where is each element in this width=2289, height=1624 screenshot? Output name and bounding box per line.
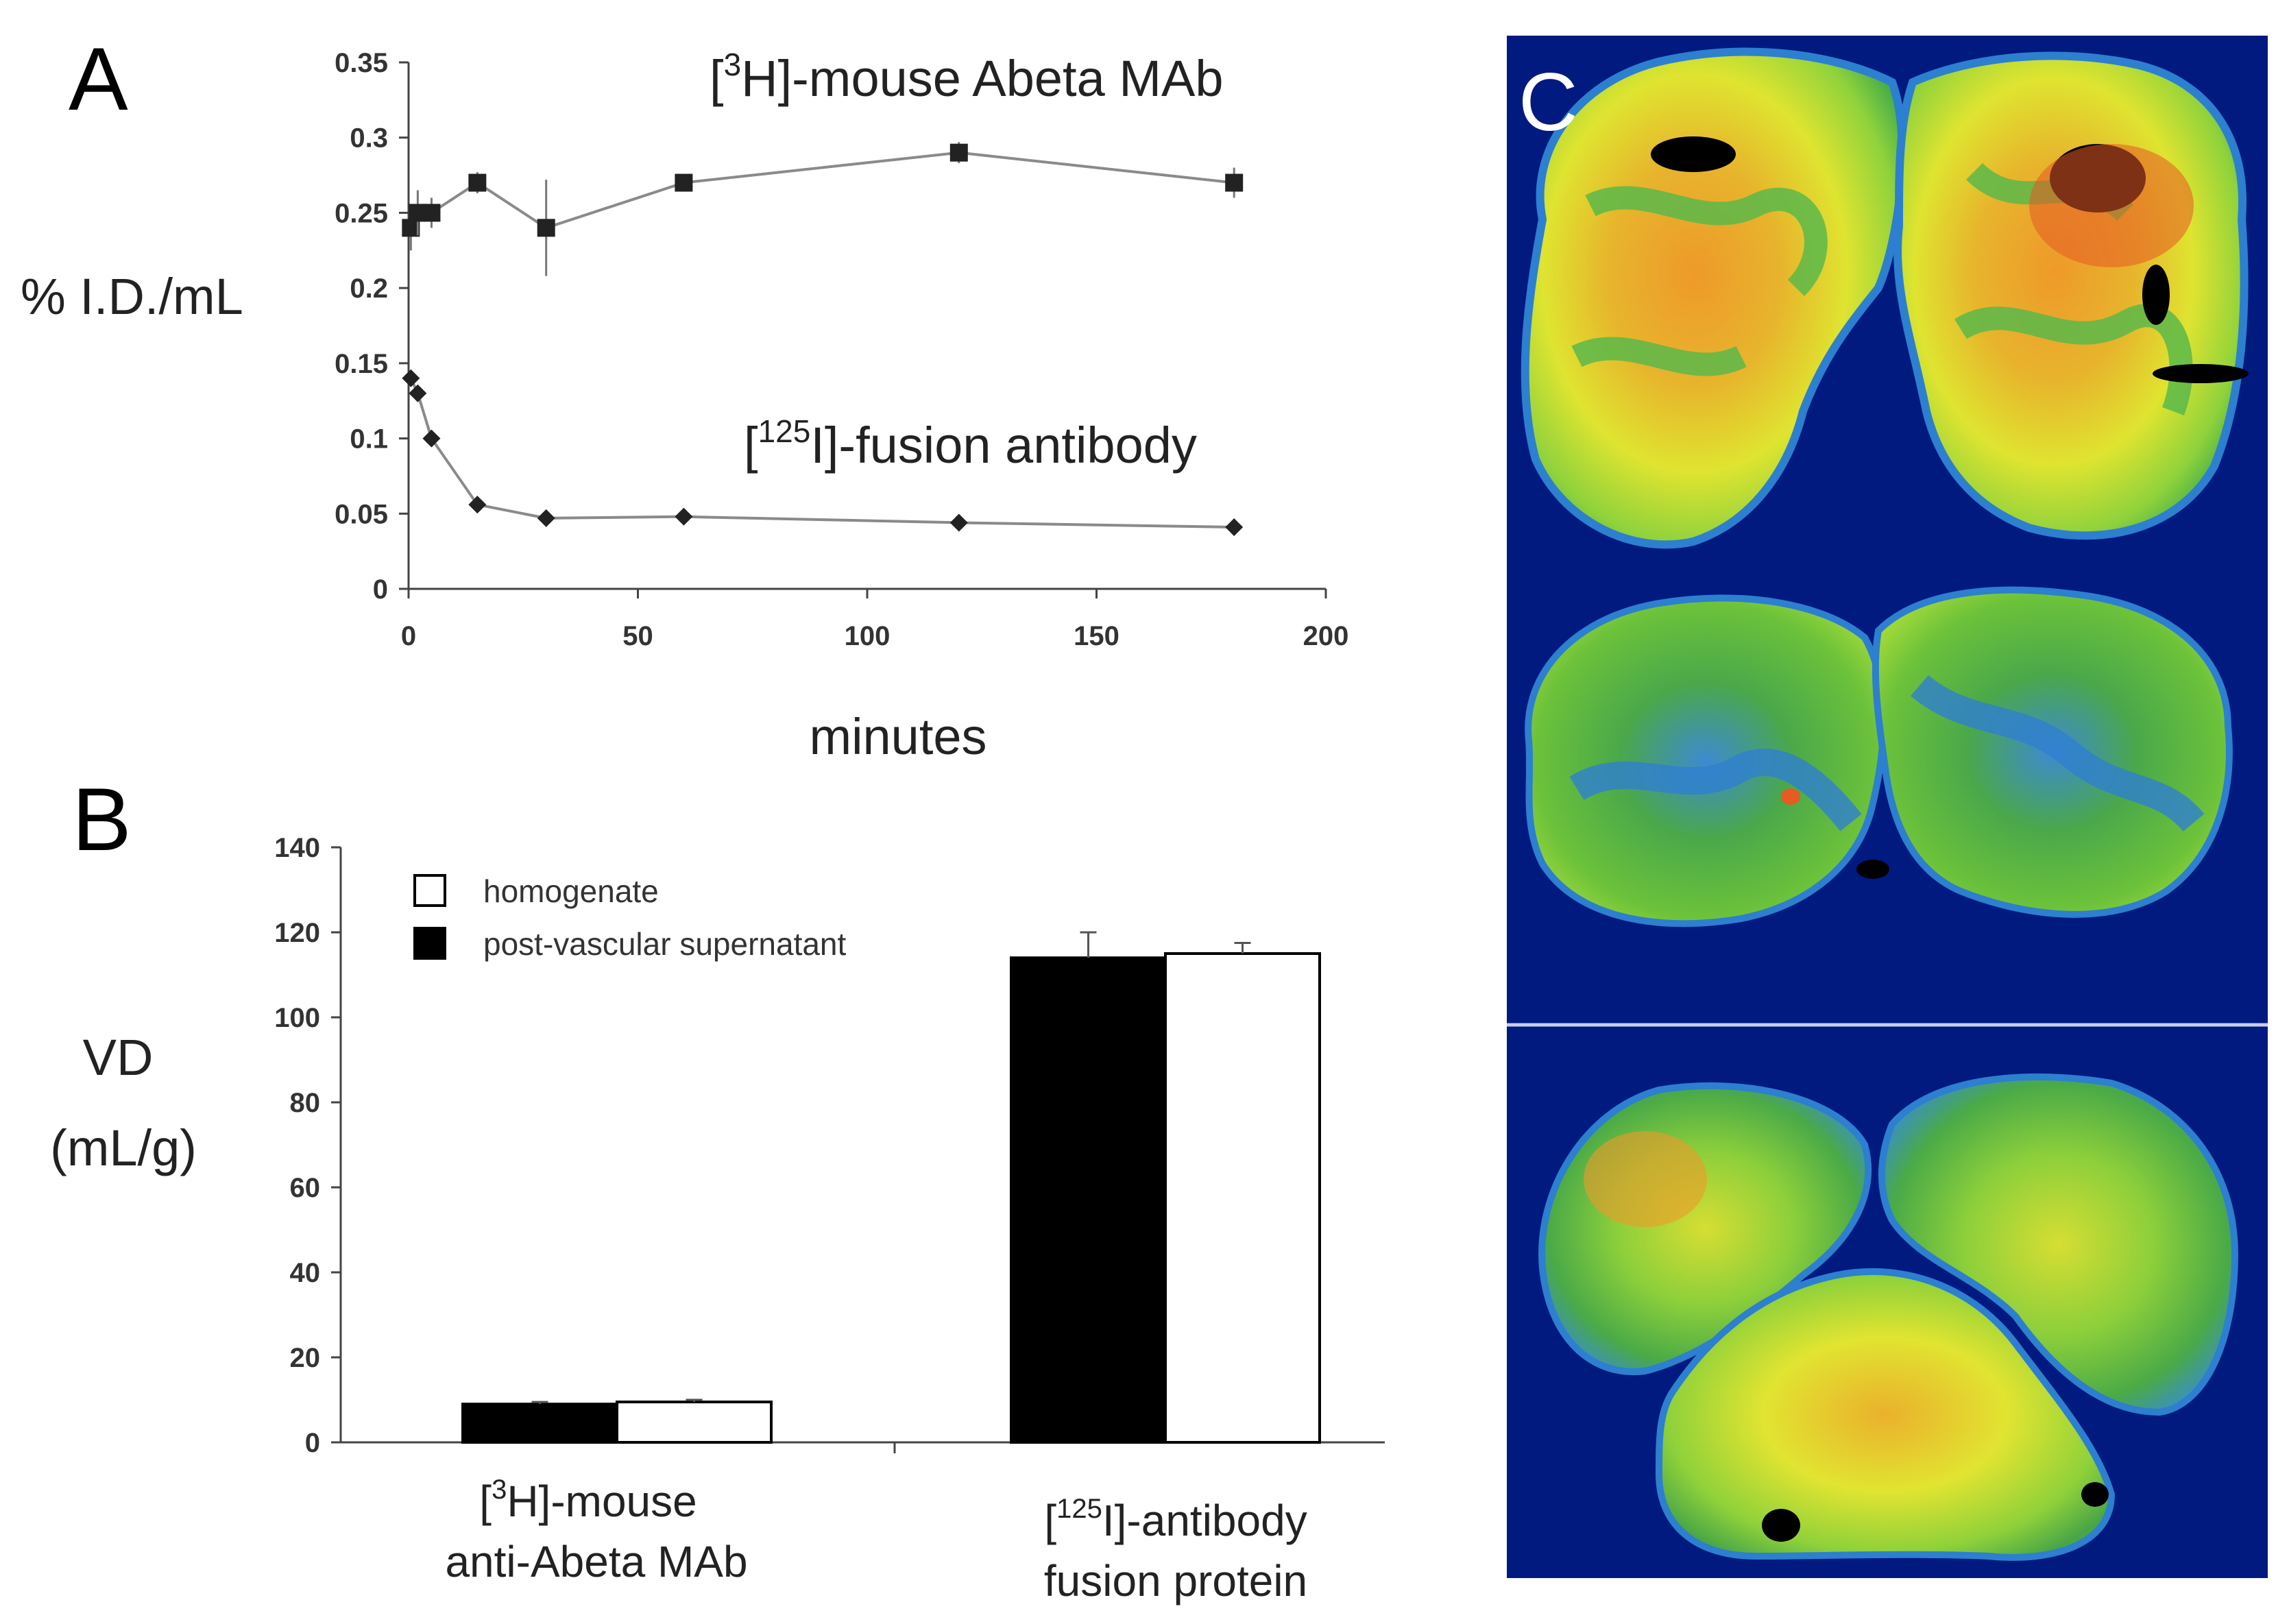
middle-blue-white-matter <box>1569 675 2205 832</box>
panel-c-letter: C <box>1518 56 1578 148</box>
data-point <box>1225 518 1244 537</box>
x-tick-label: 50 <box>622 621 653 651</box>
panel-a: A 0 0.05 0.1 0.15 0.2 0.25 0.3 0.35 0 50 100 150 20… <box>21 29 1348 765</box>
panel-b-letter: B <box>72 769 132 869</box>
data-point <box>468 173 487 192</box>
y-tick-label: 0 <box>305 1428 320 1458</box>
panel-a-letter: A <box>69 29 128 129</box>
x-tick-label: 150 <box>1074 621 1119 651</box>
x-tick-label: 100 <box>845 621 891 651</box>
bar <box>461 1403 618 1444</box>
panel-a-series <box>402 142 1244 537</box>
label-part: H]-mouse <box>507 1477 697 1526</box>
label-part: I]-antibody <box>1102 1496 1307 1545</box>
y-tick-label: 0.25 <box>335 198 388 228</box>
series-label-mouse-abeta-mab: [3H]-mouse Abeta MAb <box>710 47 1223 107</box>
data-point <box>422 204 441 222</box>
y-tick-label: 60 <box>290 1173 321 1203</box>
x-tick-label: 0 <box>401 621 416 651</box>
label-superscript: 125 <box>1056 1494 1102 1524</box>
top-black-spot-left <box>1651 136 1736 172</box>
label-superscript: 3 <box>724 47 742 82</box>
x-tick-label: 200 <box>1303 621 1349 651</box>
data-point <box>1225 173 1244 192</box>
bar <box>1010 956 1167 1444</box>
bar <box>616 1401 773 1444</box>
label-part: H]-mouse Abeta MAb <box>741 50 1223 107</box>
bottom-black-spot-left <box>1762 1509 1800 1542</box>
category-label-1-line-2: anti-Abeta MAb <box>445 1537 747 1586</box>
series-label-fusion-antibody: [125I]-fusion antibody <box>744 413 1197 474</box>
panel-a-y-axis-title: % I.D./mL <box>21 268 243 325</box>
data-point <box>537 509 555 527</box>
panel-a-x-axis-title: minutes <box>809 708 986 765</box>
series-1-line <box>409 377 1235 529</box>
label-part: I]-fusion antibody <box>810 417 1197 474</box>
middle-red-spot <box>1781 788 1800 805</box>
legend-label-post-vascular: post-vascular supernatant <box>483 926 847 962</box>
bottom-cerebellum <box>1655 1268 2116 1561</box>
top-black-spot-right-3 <box>2153 364 2249 383</box>
brain-section-top <box>1521 47 2249 549</box>
panel-b-bars <box>461 931 1321 1444</box>
top-green-gyri <box>1571 162 2193 415</box>
y-tick-label: 20 <box>290 1343 321 1373</box>
category-label-1-line-1: [3H]-mouse <box>479 1475 697 1526</box>
data-point <box>949 143 968 162</box>
bar <box>1164 952 1321 1444</box>
legend-swatch-homogenate <box>413 874 446 907</box>
panel-a-x-ticks: 0 50 100 150 200 <box>401 589 1349 651</box>
top-red-area <box>2029 144 2194 267</box>
data-point <box>468 496 487 514</box>
data-point <box>675 173 693 192</box>
y-tick-label: 0.2 <box>350 274 388 304</box>
panel-c-autoradiograph: C <box>1507 36 2268 1578</box>
category-label-2-line-2: fusion protein <box>1044 1556 1307 1605</box>
data-point <box>537 219 555 237</box>
label-part: [ <box>710 50 724 107</box>
y-tick-label: 140 <box>274 833 320 863</box>
label-part: [ <box>479 1477 492 1526</box>
bottom-right-lobe <box>1878 1073 2239 1416</box>
data-point <box>402 369 420 387</box>
series-0-line <box>409 151 1235 230</box>
top-right-hemisphere <box>1893 51 2249 540</box>
label-part: [ <box>744 417 758 474</box>
label-superscript: 3 <box>492 1475 507 1505</box>
data-point <box>675 507 693 526</box>
y-tick-label: 120 <box>274 918 320 948</box>
y-tick-label: 40 <box>290 1258 321 1288</box>
top-black-spot-right-2 <box>2142 265 2170 325</box>
y-tick-label: 100 <box>274 1003 320 1033</box>
y-tick-label: 0 <box>373 574 388 605</box>
data-point <box>422 429 441 448</box>
legend-swatch-post-vascular <box>413 927 446 960</box>
label-part: [ <box>1044 1496 1056 1545</box>
y-tick-label: 80 <box>290 1088 321 1118</box>
panel-b-y-axis-title-line-1: VD <box>83 1029 154 1086</box>
panel-b-y-ticks: 0 20 40 60 80 100 120 140 <box>274 833 341 1458</box>
panel-a-y-ticks: 0 0.05 0.1 0.15 0.2 0.25 0.3 0.35 <box>335 48 409 605</box>
top-left-hemisphere <box>1521 47 1906 549</box>
panel-b: B 0 20 40 60 80 100 120 140 VD (mL/g) homogenat… <box>50 769 1385 1605</box>
y-tick-label: 0.35 <box>335 48 388 78</box>
data-point <box>949 513 968 532</box>
bottom-orange-area <box>1584 1131 1707 1227</box>
middle-left-hemisphere <box>1525 594 1887 928</box>
panel-b-y-axis-title-line-2: (mL/g) <box>50 1119 197 1176</box>
brain-section-bottom <box>1538 1073 2239 1561</box>
y-tick-label: 0.15 <box>335 349 388 379</box>
bottom-black-spot-right <box>2081 1482 2109 1507</box>
category-label-2-line-1: [125I]-antibody <box>1044 1494 1307 1545</box>
y-tick-label: 0.1 <box>350 424 388 455</box>
middle-black-spot <box>1856 860 1889 879</box>
panel-b-legend: homogenate post-vascular supernatant <box>413 873 847 962</box>
data-point <box>409 384 427 402</box>
legend-label-homogenate: homogenate <box>483 873 659 909</box>
y-tick-label: 0.05 <box>335 499 388 529</box>
y-tick-label: 0.3 <box>350 123 388 154</box>
label-superscript: 125 <box>758 413 811 449</box>
brain-section-middle <box>1525 586 2233 928</box>
